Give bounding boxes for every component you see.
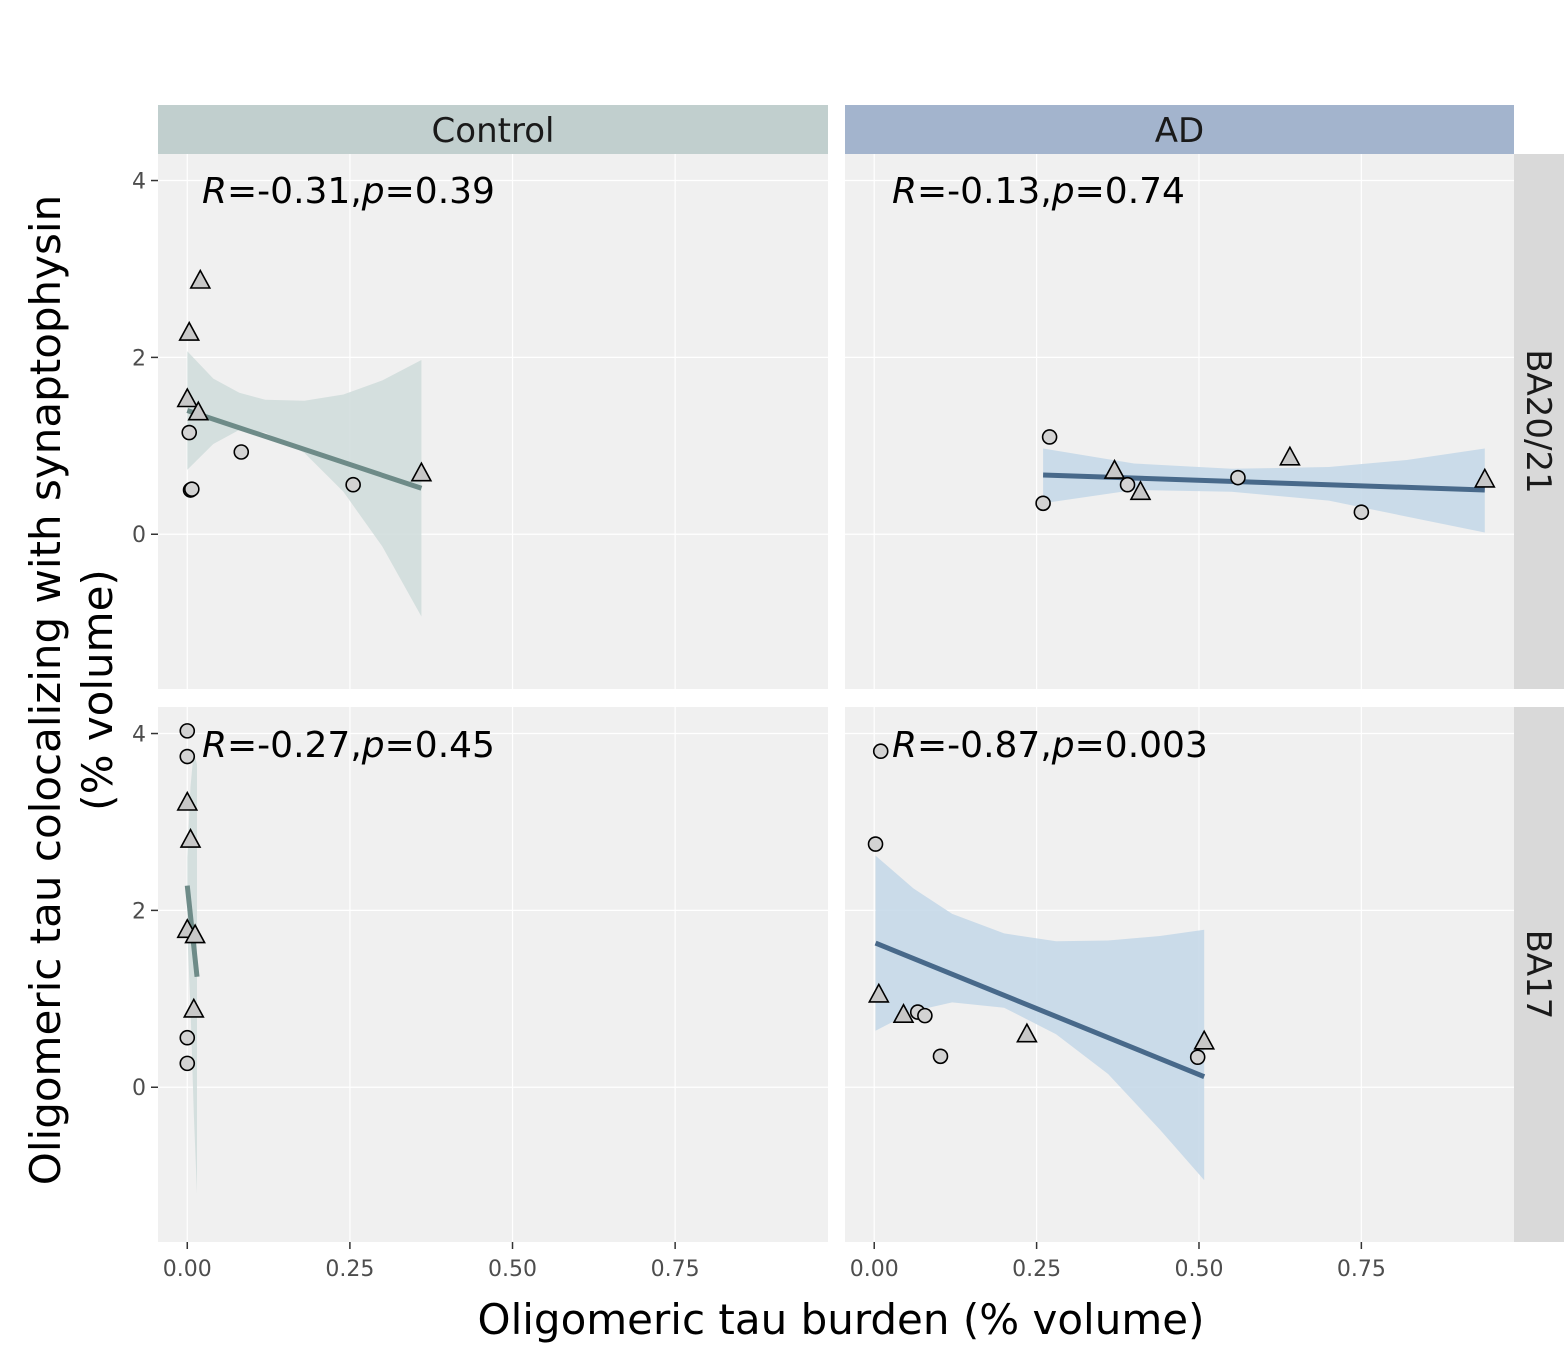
- data-point-circle: [1189, 1049, 1206, 1065]
- data-point-triangle: [1016, 1022, 1038, 1043]
- panel-ad-ba17: R=-0.87,p=0.003: [845, 707, 1514, 1242]
- row-strip-label: BA17: [1518, 930, 1558, 1020]
- data-point-triangle: [176, 790, 199, 811]
- data-point-triangle: [1473, 467, 1496, 488]
- data-point-circle: [1041, 429, 1058, 445]
- panel-background: [845, 154, 1514, 689]
- x-tick-label: 0.50: [1174, 1257, 1223, 1282]
- data-point-triangle: [867, 982, 890, 1003]
- data-point-triangle: [892, 1003, 915, 1024]
- data-point-circle: [233, 444, 250, 460]
- data-point-triangle: [1103, 458, 1126, 479]
- row-strip-1-background: [1514, 707, 1564, 1242]
- data-point-circle: [181, 424, 198, 441]
- data-point-triangle: [410, 461, 433, 482]
- regression-line: [874, 940, 1206, 1079]
- data-point-circle: [1353, 504, 1370, 520]
- row-strip-0-background: [1514, 154, 1564, 689]
- data-point-circle: [179, 1029, 196, 1046]
- row-strips: BA20/21 BA17: [1514, 154, 1564, 1242]
- y-tick-label: 2: [132, 899, 146, 924]
- strip-label-ad: AD: [1155, 111, 1204, 151]
- panel-control-ba20/21: R=-0.31,p=0.39: [158, 154, 828, 689]
- data-point-triangle: [179, 827, 202, 848]
- regression-line: [186, 408, 423, 491]
- data-point-circle: [917, 1007, 933, 1024]
- correlation-annotation: R=-0.31,p=0.39: [202, 171, 495, 212]
- data-point-triangle: [178, 320, 201, 341]
- confidence-band: [187, 351, 422, 617]
- data-point-triangle: [189, 268, 212, 289]
- data-point-circle: [345, 476, 361, 493]
- strip-label-control: Control: [432, 111, 555, 151]
- column-strips: Control AD: [158, 105, 1514, 154]
- data-point-triangle: [1279, 445, 1301, 466]
- panels: R=-0.31,p=0.39 R=-0.13,p=0.74 R=-0.27,p=0.…: [158, 154, 1514, 1242]
- data-point-circle: [932, 1048, 949, 1065]
- strip-1-background: [845, 105, 1514, 154]
- data-point-circle: [179, 1055, 196, 1072]
- data-point-circle: [1230, 469, 1246, 486]
- y-axis-title: Oligomeric tau colocalizing with synapto…: [21, 195, 122, 1185]
- x-axis: 0.00 0.25 0.50 0.75 0.00 0.25 0.50 0.75: [163, 1242, 1386, 1282]
- x-axis-title: Oligomeric tau burden (% volume): [478, 1295, 1205, 1344]
- data-point-circle: [1035, 495, 1051, 512]
- y-tick-label: 4: [132, 170, 146, 195]
- data-point-triangle: [184, 923, 206, 944]
- data-point-circle: [872, 743, 889, 760]
- data-point-circle: [867, 836, 884, 852]
- correlation-annotation: R=-0.27,p=0.45: [202, 725, 495, 766]
- data-point-circle: [184, 481, 200, 497]
- confidence-band: [1043, 448, 1485, 533]
- data-point-triangle: [1129, 480, 1152, 501]
- x-tick-label: 0.75: [651, 1257, 700, 1282]
- panel-background: [158, 707, 828, 1242]
- y-axis: 0 2 4 0 2 4: [132, 170, 158, 1101]
- data-point-circle: [179, 748, 196, 765]
- x-tick-label: 0.50: [488, 1257, 537, 1282]
- confidence-band: [875, 855, 1205, 1181]
- row-strip-label: BA20/21: [1518, 349, 1558, 494]
- correlation-annotation: R=-0.13,p=0.74: [892, 171, 1185, 212]
- y-tick-label: 2: [132, 346, 146, 371]
- y-tick-label: 4: [132, 723, 146, 748]
- x-tick-label: 0.25: [1012, 1257, 1061, 1282]
- panel-ad-ba20/21: R=-0.13,p=0.74: [845, 154, 1514, 689]
- x-tick-label: 0.00: [850, 1257, 899, 1282]
- x-tick-label: 0.00: [163, 1257, 212, 1282]
- data-point-circle: [1119, 476, 1136, 493]
- x-tick-label: 0.25: [325, 1257, 374, 1282]
- data-point-triangle: [1193, 1029, 1216, 1050]
- panel-control-ba17: R=-0.27,p=0.45: [158, 707, 828, 1242]
- data-point-triangle: [182, 997, 205, 1018]
- correlation-annotation: R=-0.87,p=0.003: [892, 725, 1208, 766]
- confidence-band: [187, 751, 197, 1194]
- x-tick-label: 0.75: [1337, 1257, 1386, 1282]
- data-point-circle: [179, 723, 196, 739]
- strip-0-background: [158, 105, 828, 154]
- data-point-triangle: [187, 400, 210, 421]
- data-point-triangle: [176, 387, 199, 408]
- y-tick-label: 0: [132, 1076, 146, 1101]
- y-tick-label: 0: [132, 523, 146, 548]
